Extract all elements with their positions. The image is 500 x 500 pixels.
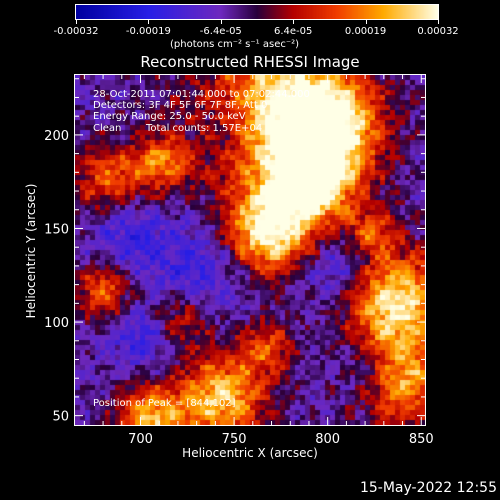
- y-tick-label: 50: [52, 410, 69, 425]
- heatmap-image: [75, 75, 425, 425]
- annotation-counts: Total counts: 1.57E+04: [146, 123, 263, 134]
- y-tick-label: 100: [44, 316, 69, 331]
- chart-title: Reconstructed RHESSI Image: [140, 53, 360, 71]
- colorbar-tick-line: [220, 19, 222, 24]
- colorbar-tick-label: 6.4e-05: [273, 26, 313, 37]
- y-tick-label: 200: [44, 129, 69, 144]
- colorbar: [75, 4, 439, 20]
- y-tick-label: 150: [44, 222, 69, 237]
- x-tick-label: 800: [315, 432, 340, 447]
- colorbar-tick-label: -0.00032: [53, 26, 99, 37]
- annotation-time-range: 28-Oct-2011 07:01:44.000 to 07:02:44.000: [93, 89, 310, 100]
- colorbar-unit: (photons cm⁻² s⁻¹ asec⁻²): [170, 39, 300, 50]
- plot-area: [74, 74, 426, 426]
- annotation-peak: Position of Peak = [844,102]: [93, 398, 236, 409]
- annotation-energy: Energy Range: 25.0 - 50.0 keV: [93, 111, 246, 122]
- x-tick-label: 850: [409, 432, 434, 447]
- colorbar-tick-label: 0.00019: [344, 26, 387, 37]
- colorbar-tick-label: -6.4e-05: [199, 26, 242, 37]
- colorbar-tick-label: 0.00032: [417, 26, 459, 37]
- x-axis-label: Heliocentric X (arcsec): [182, 446, 318, 460]
- x-tick-label: 700: [128, 432, 153, 447]
- colorbar-tick-label: -0.00019: [125, 26, 171, 37]
- timestamp: 15-May-2022 12:55: [359, 480, 497, 496]
- colorbar-tick-line: [438, 19, 439, 24]
- colorbar-tick-line: [148, 19, 150, 24]
- annotation-detectors: Detectors: 3F 4F 5F 6F 7F 8F, Att 0: [93, 100, 268, 111]
- x-tick-label: 750: [222, 432, 247, 447]
- colorbar-tick-line: [293, 19, 295, 24]
- y-axis-label: Heliocentric Y (arcsec): [24, 183, 38, 319]
- annotation-clean: Clean: [93, 123, 122, 134]
- colorbar-tick-line: [365, 19, 367, 24]
- colorbar-tick-line: [76, 19, 77, 24]
